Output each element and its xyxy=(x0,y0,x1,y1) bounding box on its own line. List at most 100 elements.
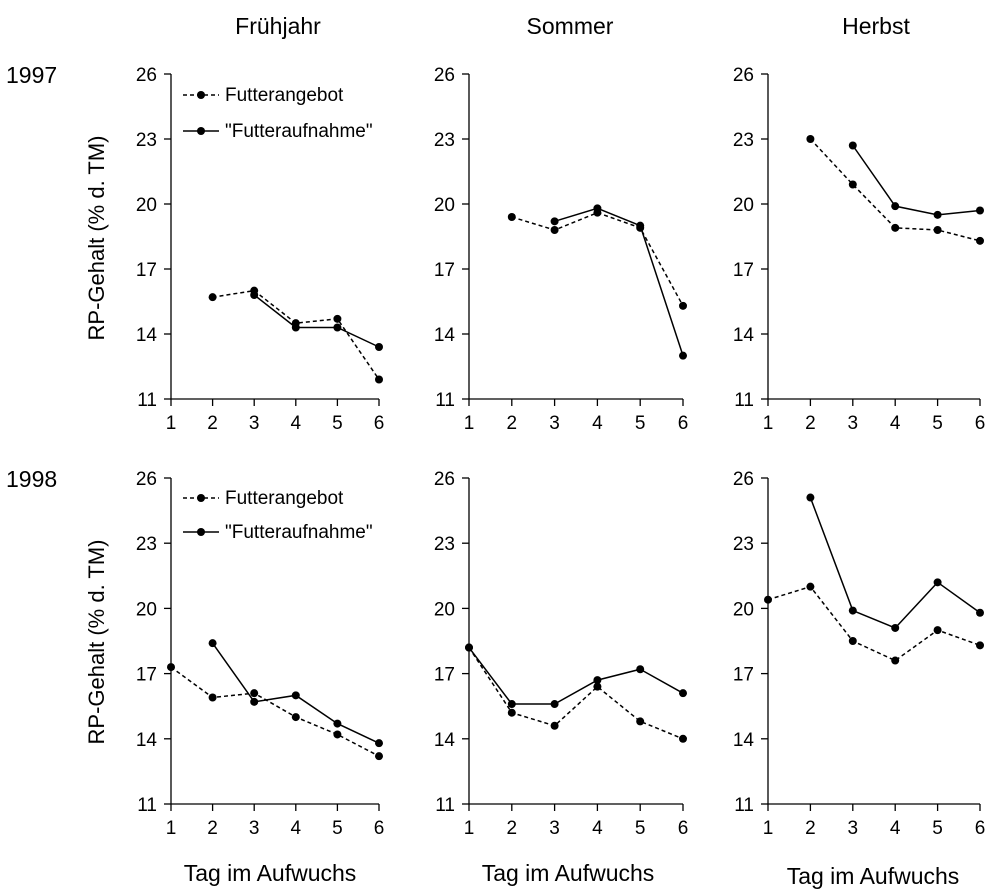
x-tick-label: 6 xyxy=(678,818,689,839)
data-point-aufnahme xyxy=(891,623,900,632)
x-tick-label: 3 xyxy=(249,818,260,839)
legend-aufnahme-label: "Futteraufnahme" xyxy=(225,121,373,142)
y-tick-label: 23 xyxy=(434,534,455,555)
x-tick-label: 3 xyxy=(249,413,260,434)
x-tick-label: 3 xyxy=(549,818,560,839)
y-tick-label: 23 xyxy=(733,534,754,555)
data-point-aufnahme xyxy=(848,141,857,150)
data-point-angebot xyxy=(848,180,857,189)
data-point-angebot xyxy=(848,637,857,645)
y-tick-label: 17 xyxy=(136,665,157,686)
x-tick-label: 4 xyxy=(291,413,302,434)
data-point-angebot xyxy=(593,682,602,691)
data-point-angebot xyxy=(375,752,383,761)
y-tick-label: 26 xyxy=(136,65,157,86)
data-point-angebot xyxy=(291,713,300,722)
x-tick-label: 1 xyxy=(763,818,774,839)
legend-1998: Futterangebot "Futteraufnahme" xyxy=(183,488,373,543)
x-tick-label: 6 xyxy=(678,413,689,434)
x-tick-label: 5 xyxy=(932,413,943,434)
legend-aufnahme-marker xyxy=(197,528,205,536)
x-tick-label: 1 xyxy=(166,413,177,434)
y-tick-label: 11 xyxy=(137,390,157,411)
legend-angebot-label: Futterangebot xyxy=(225,488,344,509)
y-tick-label: 26 xyxy=(434,469,455,490)
y-tick-label: 26 xyxy=(434,65,455,86)
x-tick-label: 4 xyxy=(592,818,603,839)
y-tick-label: 14 xyxy=(733,325,755,346)
data-point-aufnahme xyxy=(976,608,984,617)
y-tick-label: 20 xyxy=(733,195,754,216)
legend-aufnahme-label: "Futteraufnahme" xyxy=(225,522,373,543)
y-tick-label: 23 xyxy=(733,130,754,151)
series-line-aufnahme xyxy=(253,294,380,348)
y-tick-label: 14 xyxy=(136,730,158,751)
data-point-aufnahme xyxy=(891,202,900,211)
x-tick-label: 2 xyxy=(805,818,816,839)
y-tick-label: 17 xyxy=(434,665,455,686)
x-tick-label: 5 xyxy=(332,413,343,434)
x-tick-label: 5 xyxy=(635,818,646,839)
y-tick-label: 26 xyxy=(136,469,157,490)
y-tick-label: 11 xyxy=(734,390,754,411)
x-tick-label: 1 xyxy=(464,413,475,434)
x-tick-label: 1 xyxy=(166,818,177,839)
data-point-aufnahme xyxy=(507,700,516,709)
series-line-aufnahme xyxy=(852,145,981,216)
data-point-angebot xyxy=(550,721,559,730)
ylabel-row-1998: RP-Gehalt (% d. TM) xyxy=(84,540,109,745)
series-line-aufnahme xyxy=(809,497,981,629)
data-point-aufnahme xyxy=(636,221,645,230)
legend-aufnahme-marker xyxy=(197,127,205,135)
data-point-angebot xyxy=(167,663,175,672)
data-point-angebot xyxy=(891,223,900,232)
data-point-aufnahme xyxy=(848,606,857,615)
data-point-angebot xyxy=(806,582,815,591)
y-tick-label: 17 xyxy=(733,260,754,281)
data-point-angebot xyxy=(208,293,217,302)
data-point-aufnahme xyxy=(291,323,300,332)
data-point-aufnahme xyxy=(550,700,559,709)
x-tick-label: 2 xyxy=(207,818,218,839)
row-heading-1998: 1998 xyxy=(6,466,57,492)
data-point-aufnahme xyxy=(333,323,342,332)
y-tick-label: 11 xyxy=(734,795,754,816)
data-point-aufnahme xyxy=(636,665,645,674)
series-line-angebot xyxy=(170,666,380,757)
legend-angebot-label: Futterangebot xyxy=(225,85,344,106)
ylabel-row-1997: RP-Gehalt (% d. TM) xyxy=(84,136,109,341)
data-point-angebot xyxy=(333,314,342,323)
y-tick-label: 17 xyxy=(733,665,754,686)
x-tick-label: 2 xyxy=(507,818,518,839)
y-tick-label: 14 xyxy=(733,730,755,751)
xlabel-sommer: Tag im Aufwuchs xyxy=(482,860,655,886)
data-point-aufnahme xyxy=(375,739,383,748)
y-tick-label: 23 xyxy=(136,130,157,151)
data-point-angebot xyxy=(891,656,900,665)
x-tick-label: 1 xyxy=(763,413,774,434)
x-tick-label: 3 xyxy=(549,413,560,434)
data-point-aufnahme xyxy=(806,493,815,502)
series-line-angebot xyxy=(511,211,684,307)
data-point-aufnahme xyxy=(933,210,942,219)
data-point-angebot xyxy=(636,717,645,726)
column-heading-sommer: Sommer xyxy=(527,13,614,39)
x-tick-label: 1 xyxy=(464,818,475,839)
y-tick-label: 17 xyxy=(434,260,455,281)
x-tick-label: 4 xyxy=(592,413,603,434)
series-line-aufnahme xyxy=(468,647,684,705)
data-point-aufnahme xyxy=(679,689,687,698)
data-point-angebot xyxy=(550,226,559,234)
data-point-angebot xyxy=(208,693,217,702)
x-tick-label: 5 xyxy=(635,413,646,434)
y-tick-label: 20 xyxy=(733,599,754,620)
data-point-angebot xyxy=(333,730,342,739)
column-heading-fruehjahr: Frühjahr xyxy=(235,13,321,39)
y-tick-label: 26 xyxy=(733,65,754,86)
x-tick-label: 6 xyxy=(975,818,986,839)
series-line-angebot xyxy=(468,647,684,740)
x-tick-label: 2 xyxy=(507,413,518,434)
